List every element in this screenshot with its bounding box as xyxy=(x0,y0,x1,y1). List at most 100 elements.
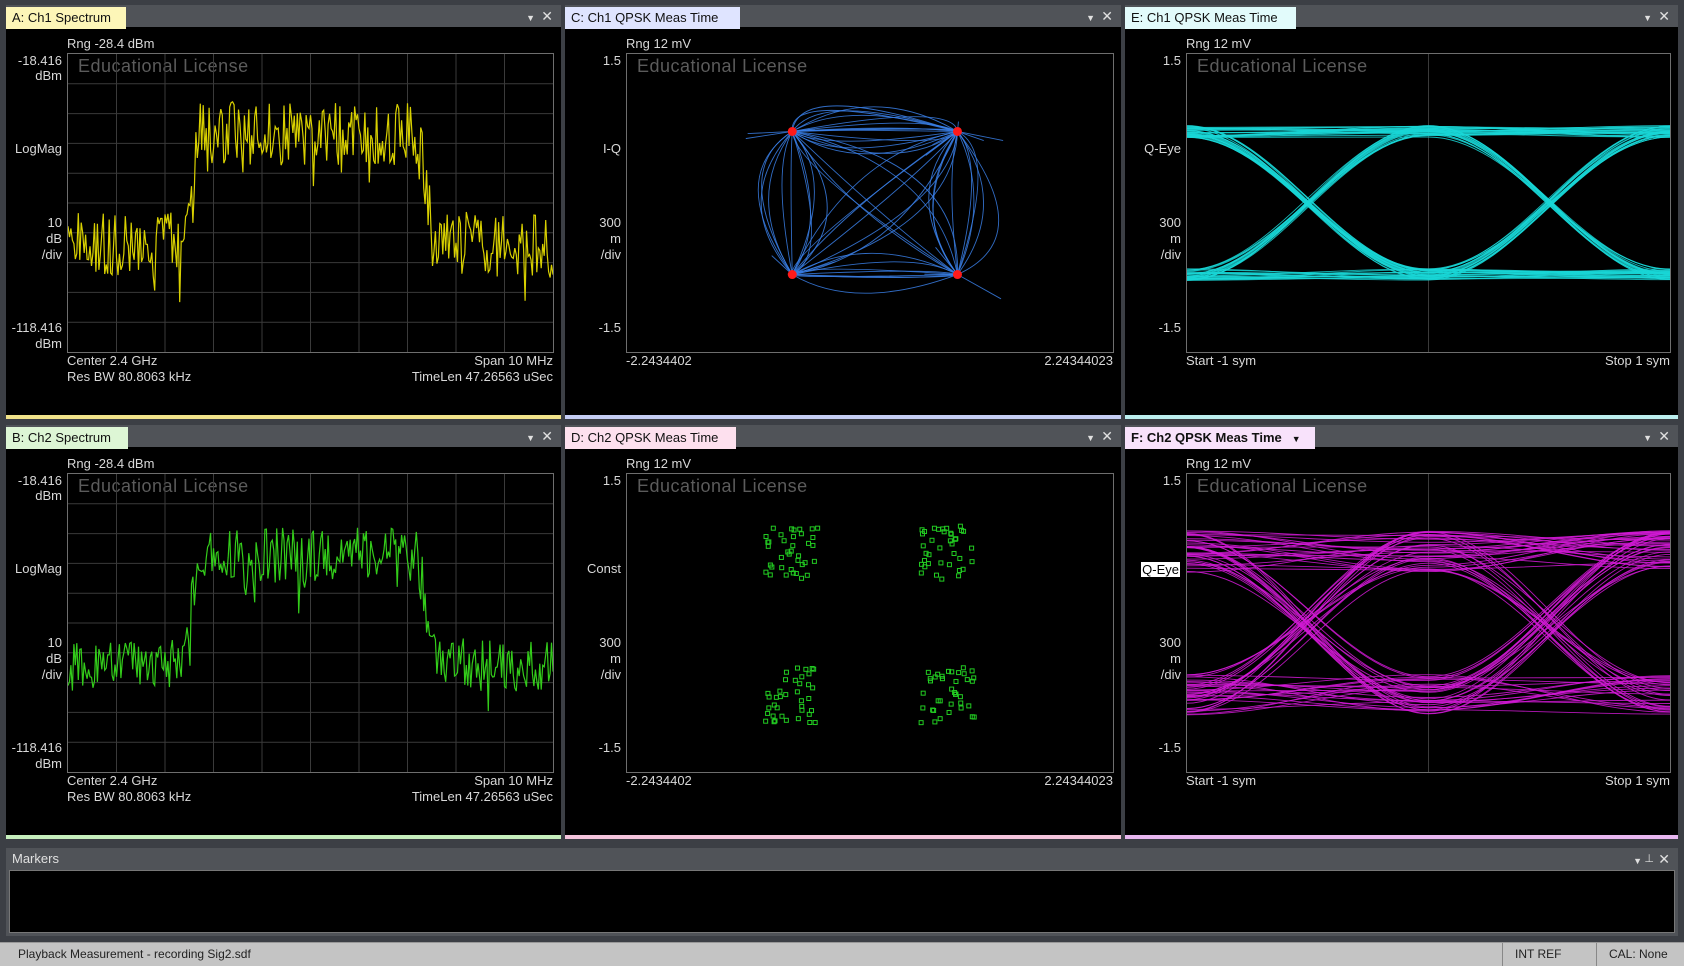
symbol-point xyxy=(970,546,974,550)
symbol-point xyxy=(799,532,803,536)
symbol-point xyxy=(797,554,801,558)
pane-dropdown-icon[interactable]: ▼ xyxy=(526,430,535,446)
symbol-point xyxy=(959,706,963,710)
plot-area[interactable]: Educational License xyxy=(1186,53,1671,353)
scale-unit-label: dB xyxy=(46,231,62,246)
symbol-point xyxy=(791,535,795,539)
symbol-point xyxy=(933,720,937,724)
scale-value-label: 300 xyxy=(599,215,621,230)
scale-div-label: /div xyxy=(601,667,621,682)
symbol-point xyxy=(812,559,816,563)
x-axis-left-label: Start -1 sym xyxy=(1186,353,1256,368)
symbol-point xyxy=(791,544,795,548)
pane-title: C: Ch1 QPSK Meas Time xyxy=(571,10,718,25)
markers-dropdown-icon[interactable]: ▼ xyxy=(1633,853,1642,869)
pane-dropdown-icon[interactable]: ▼ xyxy=(1643,430,1652,446)
symbol-point xyxy=(806,683,810,687)
iq-trajectory xyxy=(957,275,1000,299)
symbol-point xyxy=(800,675,804,679)
symbol-point xyxy=(780,566,784,570)
iq-trajectory xyxy=(957,131,973,274)
symbol-point xyxy=(807,672,811,676)
pane-close-icon[interactable]: ✕ xyxy=(541,8,553,24)
pane-strip xyxy=(565,835,1121,839)
x-axis-right-label: Span 10 MHz xyxy=(474,773,553,788)
plot-area[interactable]: Educational License xyxy=(67,53,554,353)
symbol-point xyxy=(778,689,782,693)
range-label: Rng 12 mV xyxy=(626,36,691,51)
pane-header: C: Ch1 QPSK Meas Time ▼ ✕ xyxy=(565,5,1121,27)
constellation-point-3 xyxy=(953,270,962,279)
iq-trajectory xyxy=(761,131,792,274)
pane-dropdown-icon[interactable]: ▼ xyxy=(526,10,535,26)
symbol-point xyxy=(939,561,943,565)
y-axis-bottom-label: -1.5 xyxy=(599,320,621,335)
pane-close-icon[interactable]: ✕ xyxy=(1658,8,1670,24)
x-axis-left-label-2: Res BW 80.8063 kHz xyxy=(67,369,191,384)
x-axis-left-label: -2.2434402 xyxy=(626,353,692,368)
y-axis-format-label: Q-Eye xyxy=(1140,561,1181,578)
pane-tab-b[interactable]: B: Ch2 Spectrum xyxy=(6,427,128,449)
plot-svg xyxy=(68,474,553,772)
constellation-point-2 xyxy=(788,270,797,279)
scale-unit-label: m xyxy=(1170,651,1181,666)
plot-area[interactable]: Educational License xyxy=(67,473,554,773)
tab-menu-chevron-icon[interactable]: ▼ xyxy=(1292,434,1301,444)
pane-header: A: Ch1 Spectrum ▼ ✕ xyxy=(6,5,561,27)
symbol-point xyxy=(807,541,811,545)
symbol-point xyxy=(962,672,966,676)
pane-tab-c[interactable]: C: Ch1 QPSK Meas Time xyxy=(565,7,740,29)
symbol-point xyxy=(957,671,961,675)
scale-unit-label: m xyxy=(610,651,621,666)
plot-svg xyxy=(1187,54,1670,352)
range-label: Rng 12 mV xyxy=(626,456,691,471)
scale-value-label: 300 xyxy=(1159,215,1181,230)
x-axis-left-label: Center 2.4 GHz xyxy=(67,353,157,368)
symbol-point xyxy=(800,576,804,580)
symbol-point xyxy=(941,527,945,531)
pane-tab-f[interactable]: F: Ch2 QPSK Meas Time▼ xyxy=(1125,427,1315,449)
pin-icon[interactable]: ⊥ xyxy=(1644,851,1654,867)
plot-area[interactable]: Educational License xyxy=(626,53,1114,353)
symbol-point xyxy=(811,686,815,690)
scale-div-label: /div xyxy=(601,247,621,262)
scale-value-label: 300 xyxy=(1159,635,1181,650)
y-axis-format-label: Q-Eye xyxy=(1144,141,1181,156)
status-bar: Playback Measurement - recording Sig2.sd… xyxy=(0,942,1684,966)
pane-close-icon[interactable]: ✕ xyxy=(1101,428,1113,444)
iq-trajectory xyxy=(791,131,792,274)
cal-indicator[interactable]: CAL: None xyxy=(1596,943,1684,966)
pane-tab-a[interactable]: A: Ch1 Spectrum xyxy=(6,7,126,29)
pane-dropdown-icon[interactable]: ▼ xyxy=(1086,430,1095,446)
pane-dropdown-icon[interactable]: ▼ xyxy=(1643,10,1652,26)
pane-tab-d[interactable]: D: Ch2 QPSK Meas Time xyxy=(565,427,736,449)
int-ref-indicator[interactable]: INT REF xyxy=(1502,943,1605,966)
scale-value-label: 300 xyxy=(599,635,621,650)
symbol-point xyxy=(795,666,799,670)
symbol-point xyxy=(958,695,962,699)
pane-close-icon[interactable]: ✕ xyxy=(1101,8,1113,24)
pane-title: D: Ch2 QPSK Meas Time xyxy=(571,430,718,445)
pane-close-icon[interactable]: ✕ xyxy=(1658,428,1670,444)
pane-header: F: Ch2 QPSK Meas Time▼▼✕ xyxy=(1125,425,1678,447)
markers-close-icon[interactable]: ✕ xyxy=(1658,851,1670,867)
pane-tab-e[interactable]: E: Ch1 QPSK Meas Time xyxy=(1125,7,1296,29)
markers-table[interactable] xyxy=(9,870,1675,933)
plot-area[interactable]: Educational License xyxy=(626,473,1114,773)
pane-f: F: Ch2 QPSK Meas Time▼▼✕Educational Lice… xyxy=(1125,425,1678,839)
symbol-point xyxy=(764,535,768,539)
symbol-point xyxy=(921,706,925,710)
pane-close-icon[interactable]: ✕ xyxy=(541,428,553,444)
plot-area[interactable]: Educational License xyxy=(1186,473,1671,773)
symbol-point xyxy=(958,556,962,560)
pane-dropdown-icon[interactable]: ▼ xyxy=(1086,10,1095,26)
symbol-point xyxy=(970,560,974,564)
markers-panel: Markers ▼ ⊥ ✕ xyxy=(6,848,1678,936)
symbol-point xyxy=(768,573,772,577)
symbol-point xyxy=(796,558,800,562)
